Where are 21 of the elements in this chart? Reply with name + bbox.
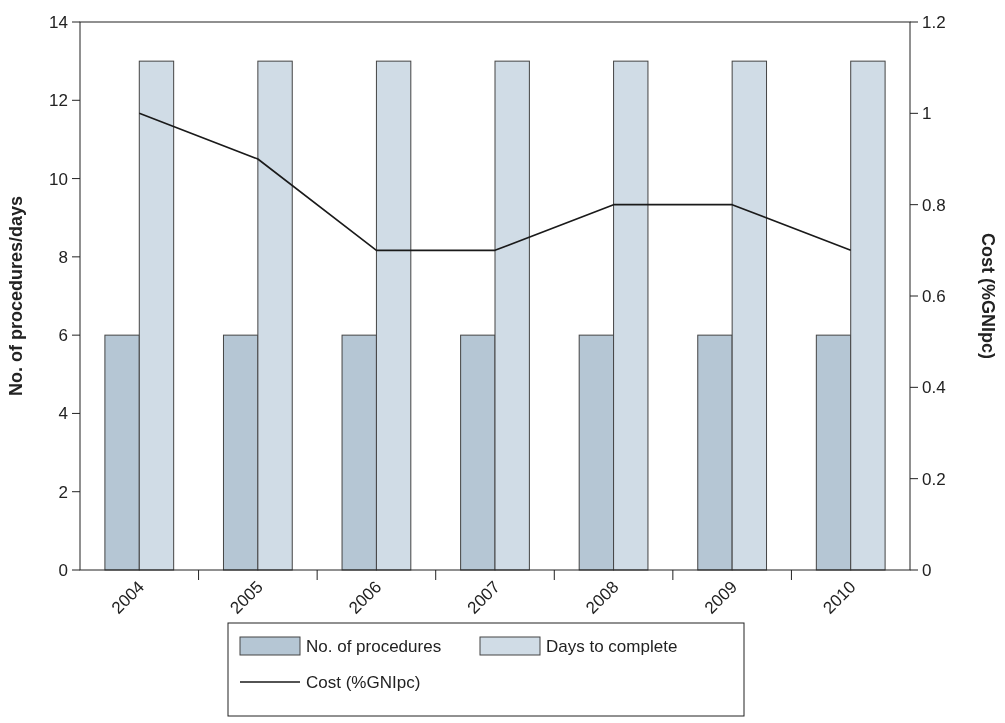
y2-tick-label: 0.4 [922, 378, 946, 398]
y2-tick-label: 1.2 [922, 13, 946, 32]
y-axis-title: No. of procedures/days [6, 195, 26, 397]
y2-tick-label: 0.2 [922, 469, 946, 489]
y2-tick-label: 1 [922, 104, 932, 124]
y2-tick-label: 0 [922, 561, 932, 580]
y-tick-label: 6 [58, 326, 68, 346]
y-tick-label: 2 [58, 482, 68, 502]
legend-label: Cost (%GNIpc) [306, 673, 421, 692]
y2-axis-title: Cost (%GNIpc) [978, 233, 998, 360]
line-series [138, 112, 852, 252]
y-tick-label: 8 [58, 247, 68, 267]
legend-label: No. of procedures [306, 637, 442, 656]
y2-tick-label: 0.8 [922, 195, 946, 215]
legend-label: Days to complete [546, 637, 678, 656]
y2-tick-label: 0.6 [922, 287, 946, 306]
y-tick-label: 12 [49, 91, 68, 111]
y-tick-label: 0 [58, 561, 68, 580]
y-tick-label: 14 [49, 13, 68, 32]
y-tick-label: 4 [58, 404, 68, 424]
y-tick-label: 10 [49, 169, 68, 189]
